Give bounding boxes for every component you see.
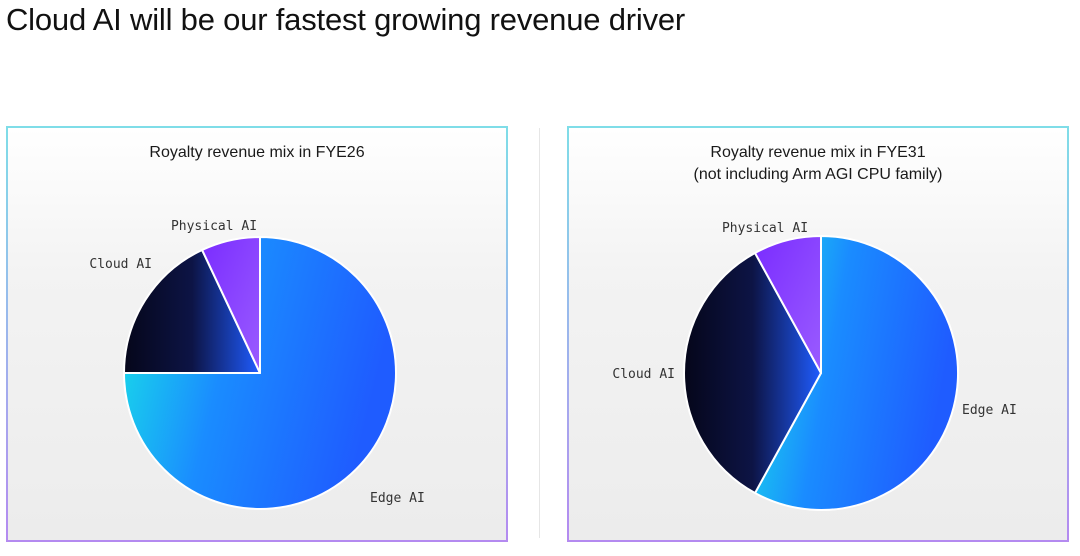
chart-title: Royalty revenue mix in FYE26	[8, 142, 506, 164]
chart-title-line: Royalty revenue mix in FYE26	[149, 144, 365, 161]
chart-panel-fye31: Royalty revenue mix in FYE31 (not includ…	[567, 126, 1069, 542]
pie-slice-physical-ai	[201, 236, 261, 374]
pie-slice-physical-ai	[754, 235, 822, 374]
slice-label-cloud-ai: Cloud AI	[89, 257, 152, 272]
slice-label-physical-ai: Physical AI	[722, 221, 808, 236]
pie-slice-cloud-ai	[683, 251, 822, 495]
chart-title: Royalty revenue mix in FYE31 (not includ…	[569, 142, 1067, 186]
slice-label-edge-ai: Edge AI	[370, 491, 425, 506]
pie-slice-edge-ai	[754, 235, 959, 511]
pie-chart-fye26: Edge AI Cloud AI Physical AI	[89, 219, 425, 510]
chart-title-line: Royalty revenue mix in FYE31	[710, 144, 926, 161]
chart-panel-fye26: Royalty revenue mix in FYE26 Edge AI Clou…	[6, 126, 508, 542]
panel-divider	[539, 128, 540, 538]
pie-slice-cloud-ai	[123, 248, 261, 374]
slice-label-physical-ai: Physical AI	[171, 219, 257, 234]
pie-chart-fye31: Edge AI Cloud AI Physical AI	[612, 221, 1017, 511]
chart-subtitle-line: (not including Arm AGI CPU family)	[693, 166, 943, 183]
slice-label-cloud-ai: Cloud AI	[612, 367, 675, 382]
page-title: Cloud AI will be our fastest growing rev…	[6, 2, 686, 37]
slice-label-edge-ai: Edge AI	[962, 403, 1017, 418]
